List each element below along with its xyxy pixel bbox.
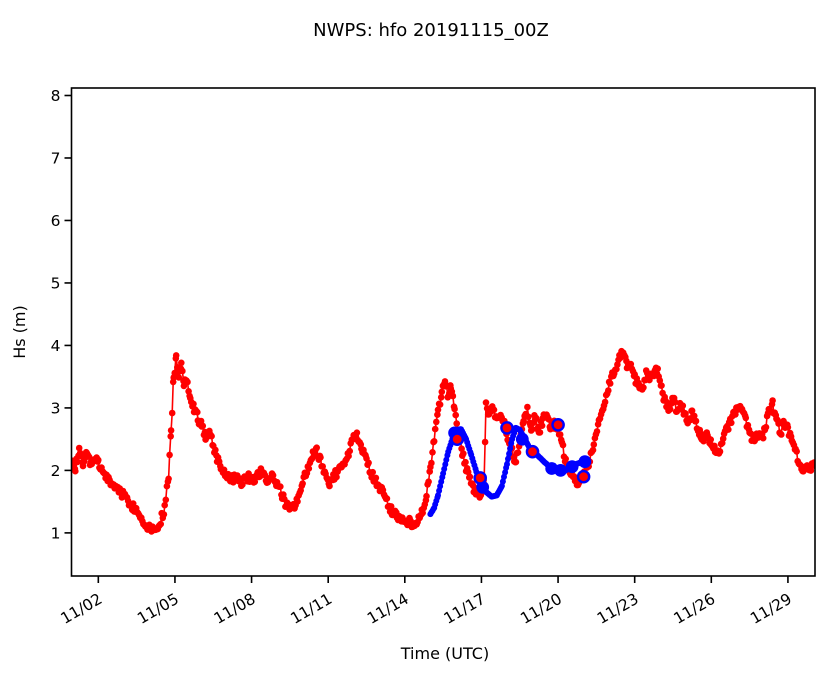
plot-frame [70,87,816,577]
chart-title: NWPS: hfo 20191115_00Z [313,20,549,41]
x-tick-label: 11/11 [288,590,336,628]
observations-dots [71,347,815,535]
x-axis-label: Time (UTC) [400,644,489,663]
y-tick-label: 2 [51,462,61,480]
x-tick-label: 11/05 [134,590,182,628]
x-tick-label: 11/29 [747,590,795,628]
x-tick-label: 11/17 [441,590,489,628]
forecast-large-blue-dots [448,426,592,494]
y-tick-label: 8 [51,87,61,105]
plot-area: 11/02 11/05 11/08 11/11 11/14 11/17 11/20 11/23… [51,87,816,628]
y-axis-label: Hs (m) [10,305,29,359]
x-tick-label: 11/20 [517,590,565,628]
x-tick-label: 11/02 [58,590,106,628]
y-tick-label: 1 [51,524,61,542]
y-tick-label: 7 [51,149,61,167]
x-tick-label: 11/23 [594,590,642,628]
x-tick-label: 11/08 [211,590,259,628]
y-tick-label: 5 [51,274,61,292]
x-tick-label: 11/14 [364,590,412,628]
y-tick-label: 4 [51,337,61,355]
y-tick-label: 3 [51,399,61,417]
y-tick-label: 6 [51,212,61,230]
x-tick-label: 11/26 [671,590,719,628]
blue-edged-red-circles [450,417,591,485]
